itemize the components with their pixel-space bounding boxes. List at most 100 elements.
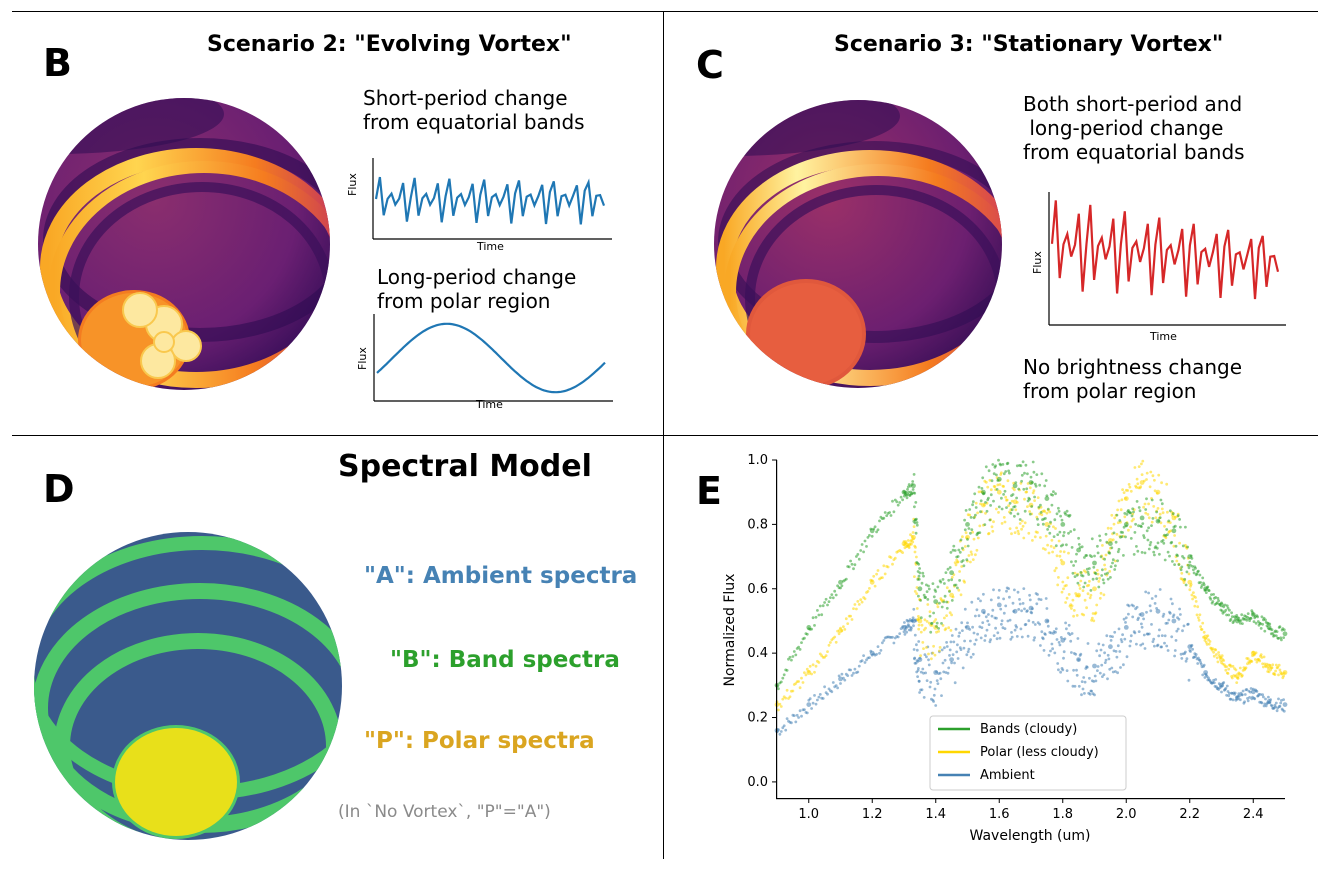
scatter-dot (1010, 532, 1013, 536)
scatter-dot (1081, 589, 1085, 592)
scatter-dot (970, 528, 974, 531)
scatter-dot (910, 542, 913, 546)
scatter-dot (1088, 579, 1091, 583)
scatter-dot (1178, 607, 1181, 611)
scatter-dot (1017, 532, 1021, 536)
scatter-dot (1070, 604, 1074, 608)
chart-y-axis (776, 460, 778, 798)
scatter-dot (1194, 566, 1197, 570)
scatter-dot (1088, 596, 1092, 600)
data-point (1108, 644, 1113, 650)
scatter-dot (1127, 483, 1131, 486)
scatter-dot (976, 511, 979, 515)
scatter-dot (1264, 665, 1268, 669)
scatter-dot (984, 501, 987, 504)
scatter-dot (1263, 702, 1267, 706)
scatter-dot (1055, 638, 1059, 641)
scatter-dot (990, 614, 994, 618)
scatter-dot (1079, 652, 1083, 656)
scatter-dot (901, 625, 904, 629)
scatter-dot (1083, 581, 1087, 585)
scatter-dot (922, 593, 926, 597)
scatter-dot (1062, 650, 1066, 654)
legend: Bands (cloudy) Polar (less cloudy) Ambie… (929, 715, 1127, 791)
scatter-dot (875, 530, 878, 534)
scatter-dot (956, 657, 960, 660)
scatter-dot (974, 553, 977, 557)
scatter-dot (1009, 511, 1013, 515)
scatter-dot (1225, 684, 1229, 688)
scatter-dot (1016, 590, 1020, 594)
scatter-dot (818, 693, 822, 696)
scatter-dot (955, 650, 959, 654)
scatter-dot (912, 607, 916, 611)
scatter-dot (1153, 644, 1156, 648)
scatter-dot (922, 574, 925, 578)
scatter-dot (952, 544, 956, 548)
scatter-dot (936, 682, 940, 685)
scatter-dot (1059, 636, 1063, 639)
scatter-dot (1179, 652, 1183, 656)
scatter-dot (1143, 502, 1147, 506)
scatter-dot (1014, 508, 1018, 512)
x-tick-label-0: 1.0 (798, 807, 819, 822)
scatter-dot (1145, 529, 1149, 533)
scatter-dot (1229, 617, 1233, 621)
scatter-dot (937, 627, 940, 630)
scatter-dot (1126, 489, 1130, 492)
scatter-dot (791, 655, 795, 658)
scatter-dot (870, 579, 874, 582)
scatter-dot (817, 613, 821, 617)
scatter-dot (923, 653, 927, 656)
scatter-dot (1206, 634, 1210, 638)
scatter-dot (1147, 516, 1151, 520)
scatter-dot (997, 596, 1000, 600)
scatter-dot (1153, 478, 1156, 482)
scatter-dot (1124, 621, 1127, 624)
scatter-dot (882, 639, 886, 642)
scatter-dot (1083, 598, 1087, 602)
scatter-dot (1028, 598, 1032, 602)
scatter-dot (1152, 505, 1156, 508)
data-point (1060, 522, 1066, 527)
scatter-dot (1147, 591, 1150, 595)
scatter-dot (1064, 601, 1067, 604)
scatter-dot (983, 639, 987, 642)
scatter-dot (1157, 634, 1161, 638)
scatter-dot (1011, 493, 1015, 496)
scatter-dot (1040, 513, 1044, 517)
mini-plot-3-xlabel: Time (1150, 330, 1177, 343)
scatter-dot (961, 666, 965, 670)
scatter-dot (916, 660, 920, 663)
scatter-dot (1036, 517, 1039, 521)
scatter-dot (1255, 690, 1259, 693)
scatter-dot (928, 610, 932, 614)
scatter-dot (1184, 650, 1187, 654)
scatter-dot (995, 507, 998, 511)
scatter-dot (1033, 535, 1037, 539)
scatter-dot (1194, 600, 1198, 603)
scatter-dot (1135, 486, 1138, 489)
scatter-dot (788, 655, 792, 659)
scatter-dot (1105, 634, 1109, 638)
scatter-dot (1095, 577, 1099, 581)
scatter-dot (1072, 614, 1075, 618)
scatter-dot (913, 590, 917, 593)
scatter-dot (988, 518, 992, 522)
scatter-dot (1249, 687, 1253, 690)
scatter-dot (982, 503, 986, 507)
scatter-dot (954, 627, 958, 631)
scatter-dot (1081, 687, 1085, 691)
scatter-dot (1086, 642, 1090, 645)
scatter-dot (855, 555, 858, 558)
scatter-dot (860, 543, 864, 546)
scatter-dot (992, 499, 995, 503)
scatter-dot (1044, 548, 1047, 551)
scatter-dot (1122, 554, 1125, 557)
scatter-dot (1087, 583, 1091, 587)
scatter-dot (1120, 535, 1124, 538)
scatter-dot (1175, 559, 1179, 563)
scatter-dot (913, 505, 916, 509)
scatter-dot (1277, 663, 1281, 667)
scatter-dot (1158, 516, 1162, 519)
